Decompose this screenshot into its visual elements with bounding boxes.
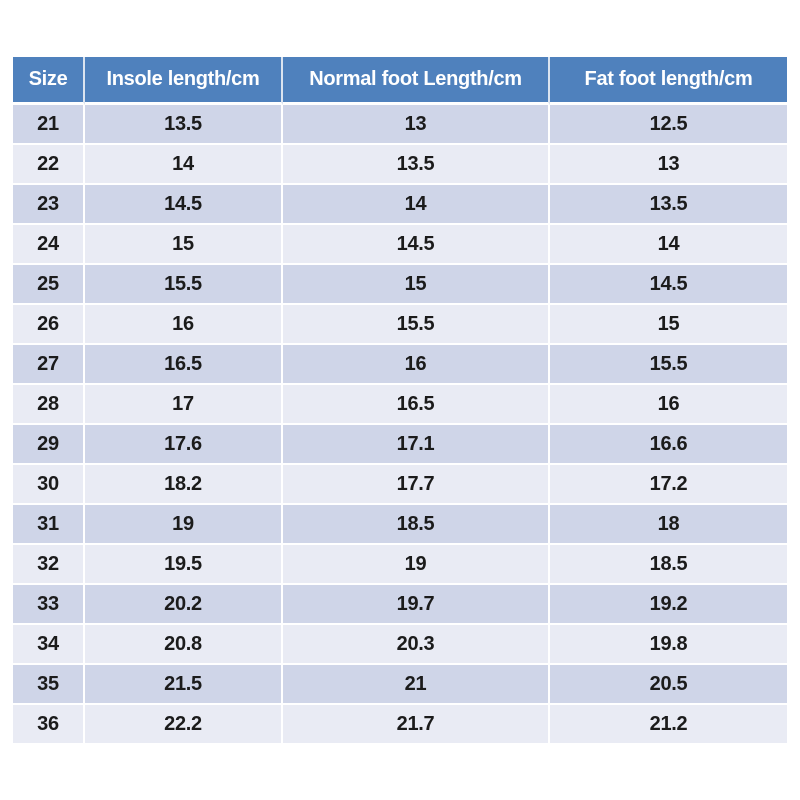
table-row: 27 16.5 16 15.5 [13,345,787,385]
cell-insole-length: 17 [85,385,283,425]
cell-size: 24 [13,225,85,265]
table-row: 29 17.6 17.1 16.6 [13,425,787,465]
cell-size: 27 [13,345,85,385]
cell-size: 32 [13,545,85,585]
header-row: Size Insole length/cm Normal foot Length… [13,57,787,105]
cell-normal-foot-length: 14.5 [283,225,550,265]
cell-normal-foot-length: 21 [283,665,550,705]
cell-normal-foot-length: 13 [283,105,550,145]
size-chart-container: Size Insole length/cm Normal foot Length… [13,57,787,745]
cell-insole-length: 19.5 [85,545,283,585]
cell-insole-length: 16.5 [85,345,283,385]
cell-fat-foot-length: 21.2 [550,705,787,745]
cell-normal-foot-length: 18.5 [283,505,550,545]
cell-fat-foot-length: 17.2 [550,465,787,505]
cell-size: 25 [13,265,85,305]
cell-normal-foot-length: 16 [283,345,550,385]
table-row: 30 18.2 17.7 17.2 [13,465,787,505]
cell-insole-length: 18.2 [85,465,283,505]
cell-normal-foot-length: 17.1 [283,425,550,465]
cell-fat-foot-length: 15 [550,305,787,345]
table-row: 31 19 18.5 18 [13,505,787,545]
cell-size: 35 [13,665,85,705]
cell-normal-foot-length: 15 [283,265,550,305]
cell-insole-length: 20.8 [85,625,283,665]
cell-normal-foot-length: 21.7 [283,705,550,745]
cell-fat-foot-length: 14.5 [550,265,787,305]
cell-normal-foot-length: 19.7 [283,585,550,625]
cell-size: 30 [13,465,85,505]
cell-size: 31 [13,505,85,545]
cell-fat-foot-length: 13 [550,145,787,185]
header-fat-foot: Fat foot length/cm [550,57,787,105]
cell-size: 22 [13,145,85,185]
cell-fat-foot-length: 16 [550,385,787,425]
cell-insole-length: 15.5 [85,265,283,305]
header-insole: Insole length/cm [85,57,283,105]
cell-size: 29 [13,425,85,465]
cell-fat-foot-length: 18 [550,505,787,545]
cell-fat-foot-length: 18.5 [550,545,787,585]
header-normal-foot: Normal foot Length/cm [283,57,550,105]
cell-insole-length: 13.5 [85,105,283,145]
table-row: 26 16 15.5 15 [13,305,787,345]
header-size: Size [13,57,85,105]
cell-size: 26 [13,305,85,345]
table-row: 25 15.5 15 14.5 [13,265,787,305]
cell-fat-foot-length: 15.5 [550,345,787,385]
cell-size: 33 [13,585,85,625]
cell-size: 34 [13,625,85,665]
cell-insole-length: 17.6 [85,425,283,465]
cell-normal-foot-length: 13.5 [283,145,550,185]
cell-insole-length: 19 [85,505,283,545]
table-row: 36 22.2 21.7 21.2 [13,705,787,745]
cell-size: 28 [13,385,85,425]
table-row: 34 20.8 20.3 19.8 [13,625,787,665]
table-row: 28 17 16.5 16 [13,385,787,425]
cell-normal-foot-length: 14 [283,185,550,225]
cell-insole-length: 14 [85,145,283,185]
table-row: 32 19.5 19 18.5 [13,545,787,585]
cell-normal-foot-length: 20.3 [283,625,550,665]
cell-insole-length: 15 [85,225,283,265]
cell-fat-foot-length: 16.6 [550,425,787,465]
table-row: 35 21.5 21 20.5 [13,665,787,705]
cell-size: 36 [13,705,85,745]
table-row: 23 14.5 14 13.5 [13,185,787,225]
cell-insole-length: 16 [85,305,283,345]
cell-normal-foot-length: 19 [283,545,550,585]
table-row: 24 15 14.5 14 [13,225,787,265]
size-chart-table: Size Insole length/cm Normal foot Length… [13,57,787,745]
cell-insole-length: 14.5 [85,185,283,225]
cell-insole-length: 22.2 [85,705,283,745]
cell-normal-foot-length: 16.5 [283,385,550,425]
cell-fat-foot-length: 20.5 [550,665,787,705]
cell-insole-length: 21.5 [85,665,283,705]
cell-fat-foot-length: 19.2 [550,585,787,625]
cell-normal-foot-length: 15.5 [283,305,550,345]
cell-insole-length: 20.2 [85,585,283,625]
cell-normal-foot-length: 17.7 [283,465,550,505]
table-body: 21 13.5 13 12.5 22 14 13.5 13 23 14.5 14 13.5 24 15 14… [13,105,787,745]
cell-fat-foot-length: 14 [550,225,787,265]
table-row: 22 14 13.5 13 [13,145,787,185]
cell-fat-foot-length: 19.8 [550,625,787,665]
table-row: 33 20.2 19.7 19.2 [13,585,787,625]
cell-size: 21 [13,105,85,145]
cell-size: 23 [13,185,85,225]
table-row: 21 13.5 13 12.5 [13,105,787,145]
cell-fat-foot-length: 13.5 [550,185,787,225]
cell-fat-foot-length: 12.5 [550,105,787,145]
